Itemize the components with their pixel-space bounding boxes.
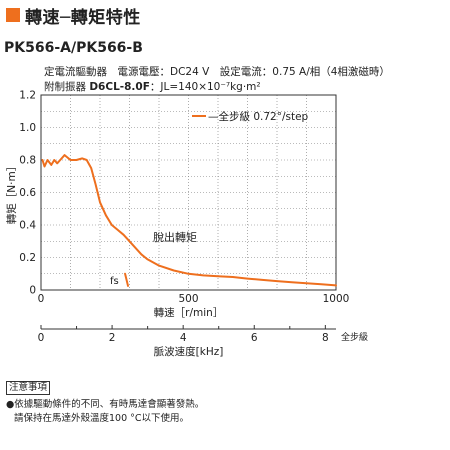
x2-tick-label: 4 [180,332,187,344]
y-axis-label: 轉矩［N·m］ [5,161,18,224]
notes-line-2: 請保持在馬達外殼溫度100 °C以下使用。 [14,413,190,424]
spec-line-1: 定電流驅動器 電源電壓：DC24 V 設定電流：0.75 A/相（4相激磁時） [44,66,390,78]
x2-tick-label: 0 [38,332,45,344]
plot-frame [40,94,337,291]
x2-axis-label: 脈波速度[kHz] [154,345,224,358]
page-title: 轉速─轉矩特性 [25,7,141,28]
y-tick-label: 0.8 [19,155,36,167]
y-tick-label: 0.4 [19,220,36,232]
y-tick-label: 1.2 [19,90,36,102]
x-tick-label: 0 [38,293,45,305]
x2-tick-label: 2 [109,332,116,344]
pullout-torque-line [41,154,337,287]
chart-ticks: 0 0.2 0.4 0.6 0.8 1.0 1.2 0 500 1000 0 2 4 6 8 [19,90,349,345]
y-tick-label: 0 [29,285,36,297]
damper-model: D6CL-8.0F [89,81,150,93]
chart-grid [41,95,336,290]
chart-axes [40,94,337,330]
x2-axis-unit: 全步級 [341,331,368,343]
notes-line-1: ●依據驅動條件的不同、有時馬達會顯著發熱。 [6,399,205,410]
model-name: PK566-A/PK566-B [4,40,143,56]
chart-plot [41,115,337,287]
notes-title: 注意事項 [6,381,51,395]
fs-label: fs [110,276,119,287]
header-accent-mark [6,8,20,22]
y-tick-label: 1.0 [19,122,36,134]
spec-line-2-prefix: 附制振器 [44,81,90,93]
spec-line-2: 附制振器 D6CL-8.0F：JL=140×10⁻⁷kg·m² [44,79,261,94]
x-axis-label: 轉速［r/min］ [154,306,224,319]
x-tick-label: 500 [178,293,198,305]
x2-tick-label: 8 [322,332,329,344]
fs-marker-line [124,272,130,287]
x-tick-label: 1000 [323,293,350,305]
chart-legend: —全步級 0.72°/step [208,110,309,123]
x2-tick-label: 6 [251,332,258,344]
pullout-torque-label: 脫出轉矩 [153,230,197,244]
y-tick-label: 0.6 [19,187,36,199]
section-header: 轉速─轉矩特性 [6,4,141,28]
y-tick-label: 0.2 [19,252,36,264]
spec-line-2-suffix: ：JL=140×10⁻⁷kg·m² [149,81,261,93]
